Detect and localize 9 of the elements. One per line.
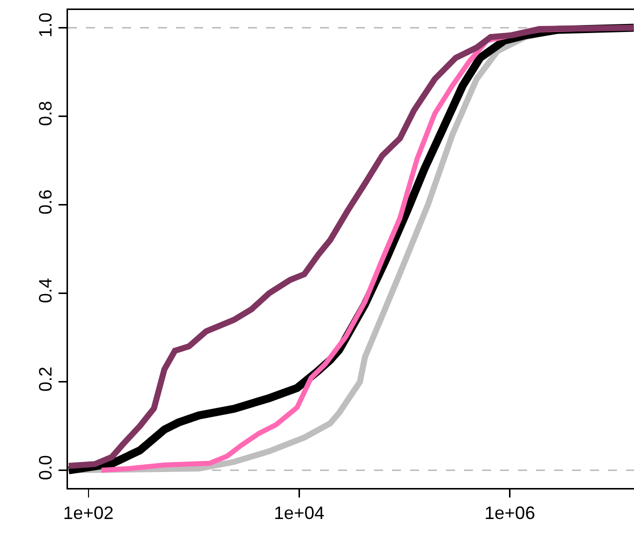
x-tick-label: 1e+06 <box>484 503 536 524</box>
x-tick-label: 1e+04 <box>274 503 324 524</box>
y-tick-label: 0.6 <box>35 190 56 215</box>
y-tick-label: 0.2 <box>35 366 56 392</box>
y-tick-label: 0.4 <box>35 278 56 304</box>
y-tick-label: 1.0 <box>35 12 56 38</box>
y-tick-label: 0.0 <box>35 455 56 480</box>
x-tick-label: 1e+02 <box>63 503 114 524</box>
y-tick-label: 0.8 <box>35 101 56 126</box>
